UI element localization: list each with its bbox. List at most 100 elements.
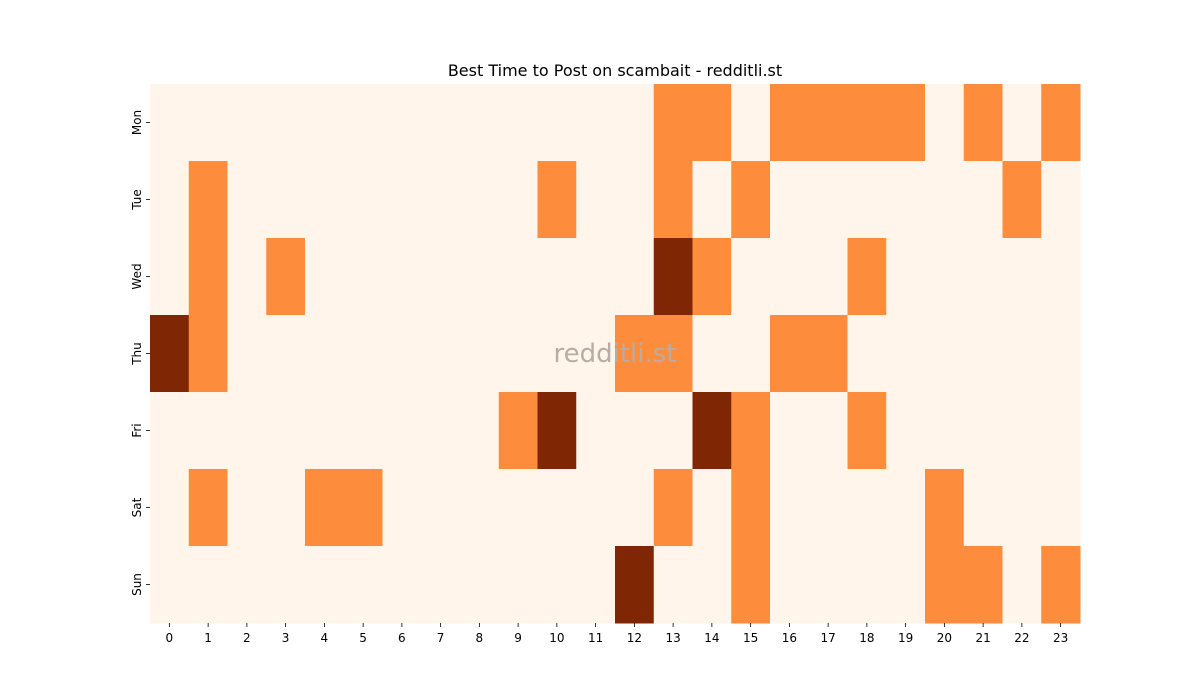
- heatmap-cell-tue-21: [963, 161, 1003, 239]
- x-tick-label: 8: [476, 631, 484, 645]
- heatmap-cell-wed-13: [653, 238, 693, 316]
- heatmap-cell-mon-17: [808, 84, 848, 162]
- heatmap-cell-thu-6: [382, 315, 422, 393]
- heatmap-cell-mon-19: [886, 84, 926, 162]
- heatmap-cell-wed-22: [1002, 238, 1042, 316]
- x-tick-label: 14: [704, 631, 719, 645]
- heatmap-cell-wed-21: [963, 238, 1003, 316]
- heatmap-cell-sun-21: [963, 546, 1003, 624]
- x-tick-label: 23: [1053, 631, 1068, 645]
- heatmap-cell-tue-15: [731, 161, 771, 239]
- heatmap-cell-wed-20: [925, 238, 965, 316]
- heatmap-cell-sat-15: [731, 469, 771, 547]
- heatmap-cell-sat-7: [421, 469, 461, 547]
- heatmap-cell-mon-18: [847, 84, 887, 162]
- heatmap-cell-thu-17: [808, 315, 848, 393]
- heatmap-cell-fri-22: [1002, 392, 1042, 470]
- heatmap-cell-mon-0: [150, 84, 190, 162]
- heatmap-cell-mon-4: [305, 84, 345, 162]
- heatmap-cell-fri-3: [266, 392, 306, 470]
- heatmap-cell-sun-23: [1041, 546, 1081, 624]
- watermark: redditli.st: [554, 339, 677, 369]
- heatmap-cell-sat-0: [150, 469, 190, 547]
- heatmap-cell-wed-9: [498, 238, 538, 316]
- y-tick-label: Thu: [130, 342, 144, 366]
- heatmap-cell-tue-0: [150, 161, 190, 239]
- heatmap-cell-fri-9: [498, 392, 538, 470]
- heatmap-cell-thu-10: [537, 315, 577, 393]
- heatmap-cell-tue-9: [498, 161, 538, 239]
- heatmap-cell-thu-16: [770, 315, 810, 393]
- heatmap-cell-mon-23: [1041, 84, 1081, 162]
- heatmap-cell-sun-0: [150, 546, 190, 624]
- heatmap-cell-wed-19: [886, 238, 926, 316]
- heatmap-cell-sun-2: [227, 546, 267, 624]
- heatmap-cell-mon-15: [731, 84, 771, 162]
- heatmap-cell-fri-2: [227, 392, 267, 470]
- heatmap-cell-sat-13: [653, 469, 693, 547]
- heatmap-cell-fri-8: [460, 392, 500, 470]
- heatmap-cell-mon-3: [266, 84, 306, 162]
- heatmap-cell-sun-16: [770, 546, 810, 624]
- heatmap-cell-sat-19: [886, 469, 926, 547]
- x-tick-label: 20: [937, 631, 952, 645]
- heatmap-cells: [150, 84, 1081, 624]
- heatmap-cell-thu-7: [421, 315, 461, 393]
- heatmap-cell-wed-11: [576, 238, 616, 316]
- heatmap-cell-thu-21: [963, 315, 1003, 393]
- heatmap-cell-fri-5: [343, 392, 383, 470]
- heatmap-cell-tue-17: [808, 161, 848, 239]
- heatmap-cell-sat-14: [692, 469, 732, 547]
- x-tick-label: 3: [282, 631, 290, 645]
- x-tick-label: 19: [898, 631, 913, 645]
- heatmap-cell-tue-4: [305, 161, 345, 239]
- x-tick-label: 22: [1014, 631, 1029, 645]
- x-tick-label: 5: [359, 631, 367, 645]
- heatmap-cell-sun-7: [421, 546, 461, 624]
- heatmap-cell-sun-20: [925, 546, 965, 624]
- heatmap-cell-thu-14: [692, 315, 732, 393]
- heatmap-cell-tue-11: [576, 161, 616, 239]
- x-tick-label: 0: [166, 631, 174, 645]
- heatmap-cell-sun-13: [653, 546, 693, 624]
- heatmap-cell-sat-8: [460, 469, 500, 547]
- heatmap-cell-tue-7: [421, 161, 461, 239]
- heatmap-cell-fri-10: [537, 392, 577, 470]
- heatmap-cell-tue-18: [847, 161, 887, 239]
- heatmap-cell-fri-17: [808, 392, 848, 470]
- heatmap-cell-thu-2: [227, 315, 267, 393]
- x-tick-label: 21: [975, 631, 990, 645]
- heatmap-cell-wed-23: [1041, 238, 1081, 316]
- heatmap-cell-tue-23: [1041, 161, 1081, 239]
- heatmap-cell-fri-20: [925, 392, 965, 470]
- heatmap-cell-thu-13: [653, 315, 693, 393]
- heatmap-cell-fri-18: [847, 392, 887, 470]
- heatmap-cell-thu-8: [460, 315, 500, 393]
- heatmap-cell-sat-2: [227, 469, 267, 547]
- heatmap-cell-mon-12: [615, 84, 655, 162]
- heatmap-cell-mon-20: [925, 84, 965, 162]
- heatmap-cell-fri-23: [1041, 392, 1081, 470]
- heatmap-cell-mon-11: [576, 84, 616, 162]
- heatmap-cell-sun-4: [305, 546, 345, 624]
- x-tick-label: 1: [204, 631, 212, 645]
- heatmap-cell-sun-10: [537, 546, 577, 624]
- heatmap-cell-wed-15: [731, 238, 771, 316]
- heatmap-cell-wed-0: [150, 238, 190, 316]
- heatmap-cell-sun-17: [808, 546, 848, 624]
- heatmap-cell-wed-4: [305, 238, 345, 316]
- y-axis: Mon Tue Wed Thu Fri Sat Sun: [130, 110, 150, 596]
- x-tick-label: 12: [627, 631, 642, 645]
- heatmap-cell-wed-6: [382, 238, 422, 316]
- heatmap-cell-tue-12: [615, 161, 655, 239]
- heatmap-cell-mon-22: [1002, 84, 1042, 162]
- heatmap-cell-wed-2: [227, 238, 267, 316]
- heatmap-cell-wed-12: [615, 238, 655, 316]
- heatmap-cell-sat-4: [305, 469, 345, 547]
- heatmap-cell-tue-5: [343, 161, 383, 239]
- heatmap-cell-mon-6: [382, 84, 422, 162]
- heatmap-cell-tue-16: [770, 161, 810, 239]
- heatmap-cell-sun-15: [731, 546, 771, 624]
- x-axis: 0 1 2 3 4 5 6 7 8 9 10 11 12 13 14 15 16 17 18 19 20 21 22 23: [166, 623, 1068, 645]
- y-tick-label: Wed: [130, 263, 144, 289]
